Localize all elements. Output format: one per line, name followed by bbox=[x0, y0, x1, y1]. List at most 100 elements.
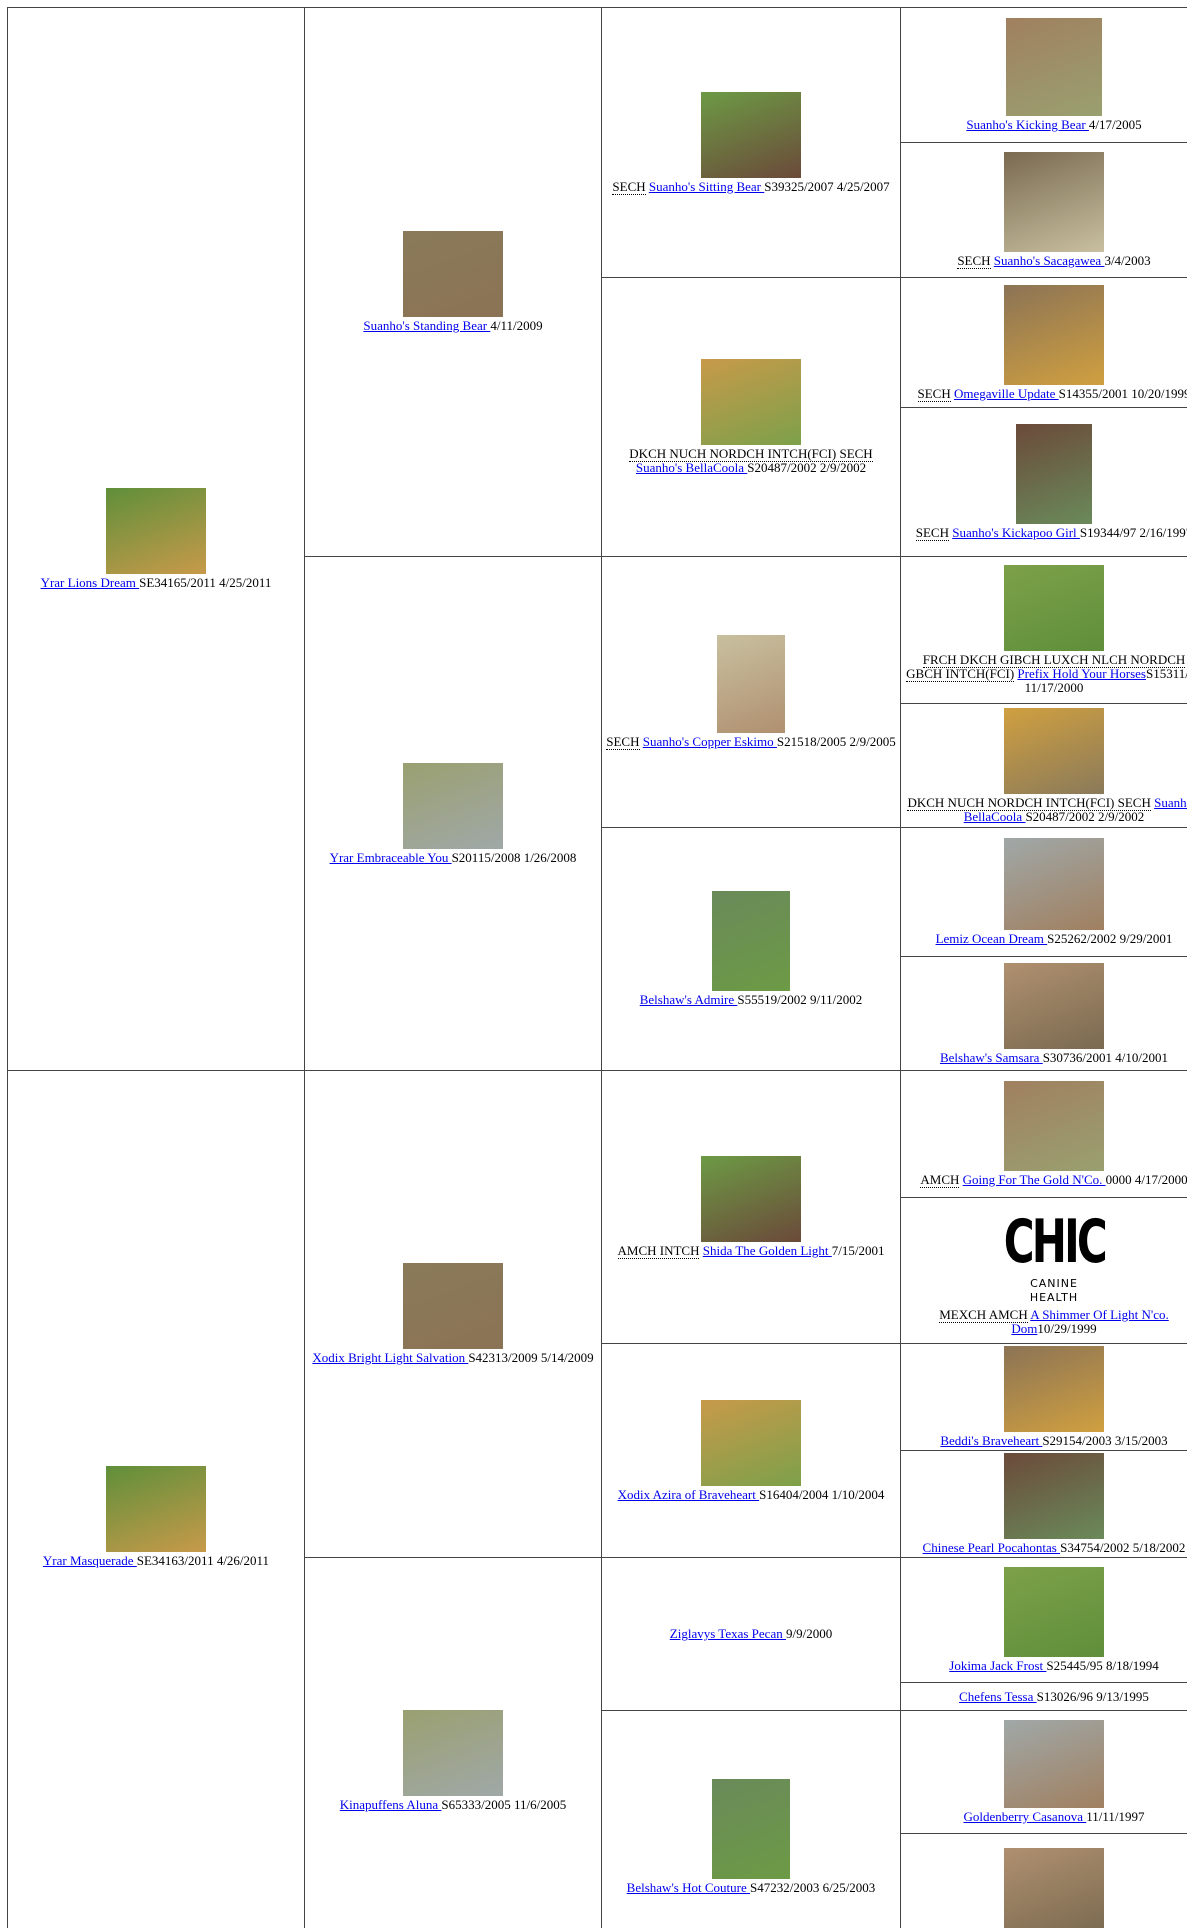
dog-info: S20115/2008 1/26/2008 bbox=[451, 849, 577, 865]
dog-cell: Belshaw's Admire S55519/2002 9/11/2002 bbox=[601, 827, 901, 1071]
row: Chefens Tessa S13026/96 9/13/1995 bbox=[8, 1682, 1187, 1711]
dog-photo bbox=[712, 891, 790, 991]
row: Yrar Lions Dream SE34165/2011 4/25/2011 S… bbox=[7, 7, 1187, 1071]
dog-cell: Suanho's Kicking Bear 4/17/2005 bbox=[900, 7, 1187, 143]
dog-link[interactable]: Suanho's Sacagawea bbox=[993, 253, 1105, 268]
dog-cell: Belshaw's Hot Couture S47232/2003 6/25/2… bbox=[601, 1710, 901, 1928]
dog-link[interactable]: Belshaw's Hot Couture bbox=[626, 1880, 750, 1895]
dog-link[interactable]: Chefens Tessa bbox=[959, 1688, 1037, 1704]
dog-cell: Yrar Embraceable You S20115/2008 1/26/20… bbox=[304, 556, 602, 1071]
dog-photo bbox=[1004, 1567, 1104, 1657]
dog-cell: Lemiz Ocean Dream S25262/2002 9/29/2001 bbox=[900, 827, 1187, 957]
chic-logo: CHIC CANINE HEALTH bbox=[1003, 1206, 1107, 1306]
dog-photo bbox=[403, 1709, 503, 1796]
dog-photo bbox=[403, 762, 503, 849]
dog-cell: SECH Omegaville Update S14355/2001 10/20… bbox=[900, 277, 1187, 408]
dog-cell: Xodix Bright Light Salvation S42313/2009… bbox=[304, 1070, 602, 1558]
dog-cell: Chefens Tessa S13026/96 9/13/1995 bbox=[900, 1682, 1187, 1711]
dog-cell: Yrar Lions Dream SE34165/2011 4/25/2011 bbox=[7, 7, 305, 1071]
dog-titles: FRCH DKCH GIBCH LUXCH NLCH NORDCH GBCH I… bbox=[906, 652, 1186, 682]
dog-photo bbox=[1004, 1081, 1104, 1171]
dog-cell: Goldenberry Casanova 11/11/1997 bbox=[900, 1710, 1187, 1834]
dog-info: 11/11/1997 bbox=[1086, 1809, 1145, 1824]
dog-link[interactable]: Goldenberry Casanova bbox=[963, 1809, 1087, 1824]
dog-link[interactable]: Suanho's BellaCoola bbox=[635, 460, 748, 475]
dog-titles: DKCH NUCH NORDCH INTCH(FCI) SECH bbox=[629, 446, 873, 462]
dog-link[interactable]: Suanho's BellaCoola bbox=[963, 794, 1187, 824]
dog-titles: SECH bbox=[612, 178, 646, 195]
dog-info: S25445/95 8/18/1994 bbox=[1046, 1658, 1159, 1673]
dog-link[interactable]: Suanho's Kickapoo Girl bbox=[952, 525, 1080, 540]
dog-link[interactable]: Xodix Azira of Braveheart bbox=[617, 1486, 760, 1502]
dog-info: 4/11/2009 bbox=[490, 318, 543, 333]
dog-info: S15311/01 11/17/2000 bbox=[1024, 666, 1187, 695]
dog-photo bbox=[1004, 1346, 1104, 1432]
dog-link[interactable]: Suanho's Standing Bear bbox=[363, 318, 491, 333]
dog-link[interactable]: A Shimmer Of Light N'co. Dom bbox=[1011, 1306, 1169, 1336]
dog-photo bbox=[712, 1779, 790, 1879]
dog-link[interactable]: Ziglavys Texas Pecan bbox=[669, 1626, 786, 1641]
dog-cell: Beddi's Braveheart S29154/2003 3/15/2003 bbox=[900, 1343, 1187, 1451]
row: SECH Suanho's Kickapoo Girl S19344/97 2/… bbox=[8, 407, 1187, 557]
dog-photo bbox=[403, 1263, 503, 1349]
dog-cell: Jokima Jack Frost S25445/95 8/18/1994 bbox=[900, 1557, 1187, 1683]
dog-info: S20487/2002 2/9/2002 bbox=[747, 460, 867, 475]
dog-cell: Suanho's Standing Bear 4/11/2009 bbox=[304, 7, 602, 557]
dog-photo bbox=[1004, 284, 1104, 385]
dog-titles: MEXCH AMCH bbox=[939, 1306, 1028, 1323]
dog-info: S13026/96 9/13/1995 bbox=[1036, 1688, 1149, 1704]
dog-info: S55519/2002 9/11/2002 bbox=[737, 992, 863, 1007]
dog-cell: Ziglavys Texas Pecan 9/9/2000 bbox=[601, 1557, 901, 1711]
dog-photo bbox=[1006, 18, 1102, 116]
dog-photo bbox=[1004, 1453, 1104, 1539]
dog-link[interactable]: Suanho's Sitting Bear bbox=[648, 178, 765, 194]
dog-link[interactable]: Lemiz Ocean Dream bbox=[935, 931, 1048, 946]
dog-photo bbox=[1004, 838, 1104, 930]
dog-info: S65333/2005 11/6/2005 bbox=[441, 1796, 567, 1812]
dog-link[interactable]: Chinese Pearl Pocahontas bbox=[922, 1540, 1061, 1555]
dog-link[interactable]: Shida The Golden Light bbox=[702, 1243, 832, 1258]
dog-info: 9/9/2000 bbox=[785, 1626, 833, 1641]
dog-link[interactable]: Belshaw's Samsara bbox=[939, 1049, 1043, 1065]
dog-cell: Yrar Masquerade SE34163/2011 4/26/2011 bbox=[7, 1070, 305, 1928]
dog-titles: AMCH INTCH bbox=[617, 1243, 700, 1259]
dog-info: S14355/2001 10/20/1999 bbox=[1058, 385, 1187, 401]
dog-info: 4/17/2005 bbox=[1088, 117, 1142, 132]
dog-link[interactable]: Omegaville Update bbox=[953, 385, 1059, 401]
dog-link[interactable]: Going For The Gold N'Co. bbox=[962, 1172, 1106, 1187]
dog-link[interactable]: Xodix Bright Light Salvation bbox=[312, 1350, 469, 1365]
dog-info: SE34163/2011 4/26/2011 bbox=[136, 1553, 270, 1568]
dog-info: 3/4/2003 bbox=[1104, 253, 1151, 268]
dog-titles: SECH bbox=[606, 734, 640, 750]
dog-link[interactable]: Yrar Masquerade bbox=[42, 1553, 137, 1568]
dog-info: 10/29/1999 bbox=[1037, 1320, 1097, 1336]
dog-link[interactable]: Suanho's Copper Eskimo bbox=[642, 734, 777, 749]
dog-photo bbox=[106, 488, 206, 574]
dog-info: S39325/2007 4/25/2007 bbox=[764, 178, 890, 194]
dog-photo bbox=[1004, 1720, 1104, 1808]
dog-link[interactable]: Kinapuffens Aluna bbox=[339, 1796, 442, 1812]
dog-link[interactable]: Belshaw's Admire bbox=[639, 992, 738, 1007]
dog-cell: Kinapuffens Aluna S65333/2005 11/6/2005 bbox=[304, 1557, 602, 1928]
dog-photo bbox=[1004, 1847, 1104, 1928]
dog-photo bbox=[717, 635, 785, 733]
dog-link[interactable]: Jokima Jack Frost bbox=[949, 1658, 1047, 1673]
dog-cell: Lionheart Konsider Ulla S37768/98 5/28/1… bbox=[900, 1833, 1187, 1928]
dog-info: S47232/2003 6/25/2003 bbox=[749, 1880, 876, 1895]
dog-info: S20487/2002 2/9/2002 bbox=[1025, 808, 1145, 824]
dog-link[interactable]: Prefix Hold Your Horses bbox=[1017, 666, 1146, 681]
row: Belshaw's Admire S55519/2002 9/11/2002 Le… bbox=[8, 827, 1187, 1071]
dog-photo bbox=[106, 1466, 206, 1552]
dog-link[interactable]: Yrar Lions Dream bbox=[40, 575, 140, 590]
dog-cell: SECH Suanho's Sacagawea 3/4/2003 bbox=[900, 142, 1187, 278]
logo-letters: CHIC bbox=[1003, 1206, 1107, 1277]
row: Yrar Embraceable You S20115/2008 1/26/20… bbox=[8, 556, 1187, 1071]
logo-caption: CANINE HEALTH bbox=[1029, 1276, 1079, 1304]
dog-photo bbox=[1004, 565, 1104, 651]
dog-link[interactable]: Suanho's Kicking Bear bbox=[966, 117, 1089, 132]
dog-cell: SECH Suanho's Copper Eskimo S21518/2005 … bbox=[601, 556, 901, 828]
dog-link[interactable]: Yrar Embraceable You bbox=[329, 849, 452, 865]
dog-link[interactable]: Beddi's Braveheart bbox=[940, 1433, 1043, 1448]
dog-photo bbox=[1004, 962, 1104, 1049]
